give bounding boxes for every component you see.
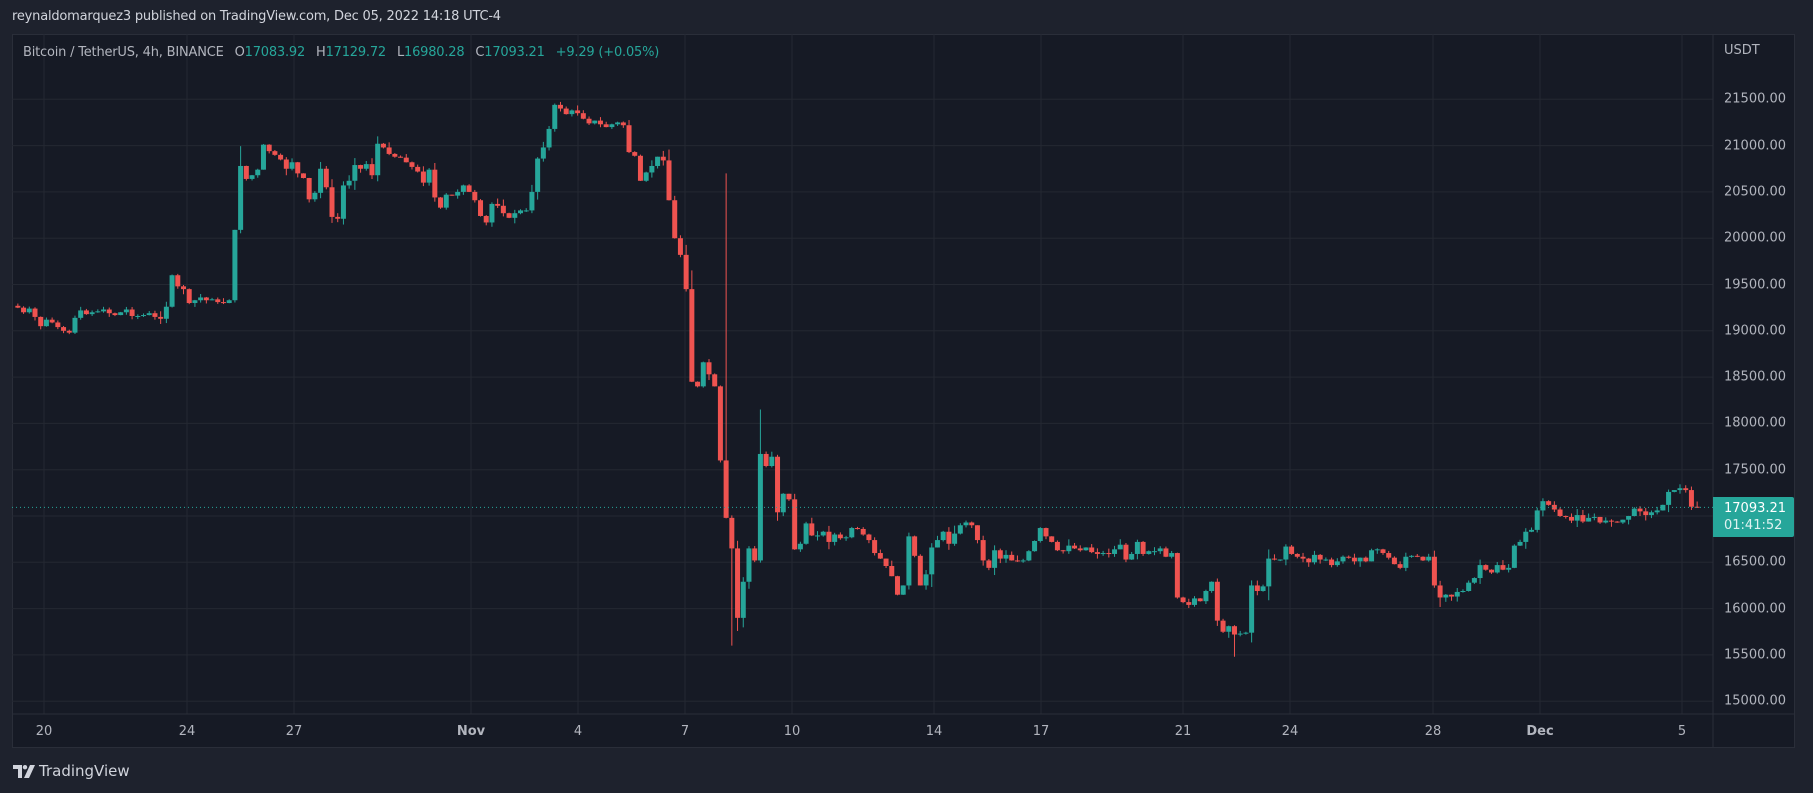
price-axis-label: 20000.00 xyxy=(1724,230,1787,246)
price-axis-label: 16500.00 xyxy=(1724,554,1787,570)
price-axis-label: 15000.00 xyxy=(1724,693,1787,709)
open-value: 17083.92 xyxy=(244,45,306,60)
price-axis-label: 17500.00 xyxy=(1724,462,1787,478)
price-axis-label: 18000.00 xyxy=(1724,415,1787,431)
time-axis-label: 14 xyxy=(925,724,943,739)
time-axis-label: Dec xyxy=(1526,724,1554,739)
symbol-legend[interactable]: Bitcoin / TetherUS, 4h, BINANCE O17083.9… xyxy=(23,45,659,60)
high-value: 17129.72 xyxy=(325,45,387,60)
low-value: 16980.28 xyxy=(404,45,465,60)
price-axis-label: 21000.00 xyxy=(1724,138,1787,154)
price-axis-label: 19500.00 xyxy=(1724,277,1787,292)
price-axis-label: 18500.00 xyxy=(1724,369,1787,385)
last-price-badge: 17093.21 01:41:52 xyxy=(1713,497,1794,537)
time-axis-label: Nov xyxy=(456,724,486,739)
close-label: C xyxy=(475,45,485,60)
time-axis-label: 5 xyxy=(1677,724,1687,739)
open-label: O xyxy=(234,45,245,60)
bar-countdown: 01:41:52 xyxy=(1724,518,1783,533)
time-axis-label: 4 xyxy=(573,724,583,739)
symbol-name[interactable]: Bitcoin / TetherUS, 4h, BINANCE xyxy=(23,45,224,60)
time-axis-label: 24 xyxy=(178,724,196,739)
time-axis-label: 21 xyxy=(1174,724,1192,739)
low-label: L xyxy=(396,45,404,60)
price-axis-label: 20500.00 xyxy=(1724,184,1787,200)
high-label: H xyxy=(316,45,326,60)
change-value: +9.29 (+0.05%) xyxy=(555,45,660,60)
time-axis-label: 20 xyxy=(35,724,53,739)
last-price-value: 17093.21 xyxy=(1724,501,1787,516)
chart-grid xyxy=(12,34,1713,714)
candles xyxy=(15,101,1700,657)
tradingview-logo-icon xyxy=(13,764,35,778)
time-axis-label: 27 xyxy=(285,724,303,739)
close-value: 17093.21 xyxy=(484,45,545,60)
price-axis-label: 16000.00 xyxy=(1724,601,1787,617)
time-axis-label: 10 xyxy=(783,724,801,739)
time-axis-label: 24 xyxy=(1281,724,1299,739)
price-axis-label: 15500.00 xyxy=(1724,647,1787,663)
chart-pane[interactable] xyxy=(12,34,1795,748)
tradingview-brand-text: TradingView xyxy=(39,762,130,780)
price-axis-label: 21500.00 xyxy=(1724,91,1787,107)
tradingview-logo[interactable]: TradingView xyxy=(13,762,130,780)
time-axis-label: 7 xyxy=(680,724,690,739)
published-by-line: reynaldomarquez3 published on TradingVie… xyxy=(12,9,501,24)
price-axis-label: 19000.00 xyxy=(1724,323,1787,339)
price-axis-unit[interactable]: USDT xyxy=(1724,43,1760,58)
time-axis-label: 17 xyxy=(1032,724,1050,739)
time-axis-label: 28 xyxy=(1424,724,1442,739)
